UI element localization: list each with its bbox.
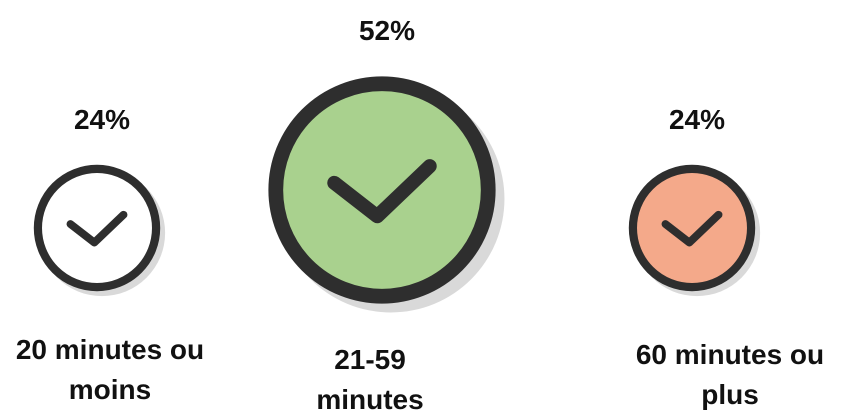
checkmark <box>66 210 128 247</box>
checkmark <box>327 159 437 224</box>
value-label: 52% <box>358 15 416 47</box>
checkmark <box>661 210 723 247</box>
clock-icon <box>268 76 496 304</box>
clock-icon <box>33 164 161 292</box>
category-label: 60 minutes ou plus <box>635 339 825 410</box>
category-label: 21-59 minutes <box>316 344 424 415</box>
value-label: 24% <box>73 103 131 135</box>
value-label: 24% <box>668 103 726 135</box>
clock-icon <box>628 164 756 292</box>
category-label: 20 minutes ou moins <box>15 334 205 405</box>
